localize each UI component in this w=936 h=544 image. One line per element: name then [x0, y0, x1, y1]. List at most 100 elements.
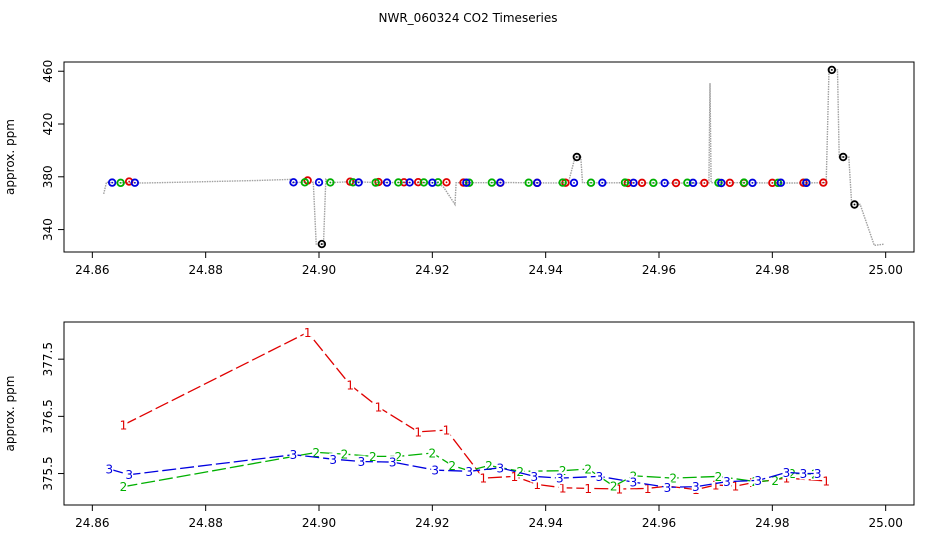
series-3-point — [688, 178, 698, 188]
series-1-point-label: 1 — [732, 480, 740, 494]
series-1-point-label: 1 — [712, 478, 720, 492]
point-center-dot — [575, 156, 578, 158]
point-label-background — [629, 476, 638, 489]
series-3-point — [569, 178, 579, 188]
series-3-point-label: 3 — [814, 467, 822, 481]
point-center-dot — [320, 243, 323, 245]
series-3-point-label: 3 — [531, 470, 539, 484]
point-label-background — [388, 456, 397, 469]
series-1-point-label: 1 — [346, 378, 354, 392]
point-center-dot — [771, 181, 774, 184]
x-tick-label: 24.92 — [415, 263, 449, 277]
point-center-dot — [728, 181, 731, 184]
series-2-point-label: 2 — [669, 472, 677, 486]
point-label-background — [516, 465, 525, 478]
point-label-background — [813, 467, 822, 480]
point-center-dot — [403, 181, 405, 184]
series-3-point — [289, 178, 298, 187]
series-1-point — [819, 178, 828, 187]
point-label-background — [584, 462, 593, 475]
series-1-line — [123, 331, 827, 491]
series-3-point-label: 3 — [106, 462, 114, 476]
y-tick-label: 340 — [41, 218, 55, 241]
point-label-background — [289, 448, 298, 461]
series-1-point — [442, 178, 451, 187]
series-3-point-label: 3 — [664, 481, 672, 495]
point-center-dot — [397, 181, 400, 184]
x-tick-label: 24.94 — [528, 516, 562, 530]
point-center-dot — [431, 181, 434, 184]
point-label-background — [782, 466, 791, 479]
x-tick-label: 25.00 — [868, 516, 902, 530]
series-3-point — [629, 178, 638, 188]
point-center-dot — [632, 181, 635, 184]
series-3-point-label: 3 — [754, 474, 762, 488]
series-3-point — [496, 178, 505, 187]
point-label-background — [723, 475, 731, 488]
series-2-point — [487, 178, 497, 187]
point-center-dot — [686, 181, 689, 184]
series-1-point-label: 1 — [511, 470, 519, 484]
chart-title: NWR_060324 CO2 Timeseries — [379, 11, 558, 25]
series-1-point-label: 1 — [375, 401, 383, 415]
series-2-point — [683, 178, 692, 187]
series-3-point-label: 3 — [465, 465, 473, 479]
point-center-dot — [386, 181, 388, 184]
point-center-dot — [703, 182, 706, 184]
point-center-dot — [805, 181, 808, 184]
series-3-point — [462, 178, 471, 187]
point-label-background — [479, 472, 488, 485]
x-tick-label: 25.00 — [868, 263, 902, 277]
outlier-point — [838, 152, 848, 162]
point-center-dot — [601, 181, 604, 184]
series-2-point — [326, 178, 335, 187]
series-2-point-label: 2 — [120, 480, 128, 494]
series-2-point-label: 2 — [369, 450, 377, 464]
series-2-point — [394, 178, 403, 187]
point-label-background — [595, 470, 604, 483]
point-label-background — [394, 450, 403, 463]
x-tick-label: 24.88 — [188, 263, 222, 277]
y-tick-label: 460 — [41, 60, 55, 83]
series-2-line — [123, 451, 815, 488]
series-2-point-label: 2 — [788, 467, 796, 481]
series-2-point-label: 2 — [429, 446, 437, 460]
point-center-dot — [499, 181, 502, 184]
point-label-background — [448, 459, 457, 472]
x-tick-label: 24.86 — [75, 516, 109, 530]
point-center-dot — [374, 181, 377, 184]
point-label-background — [558, 464, 567, 477]
y-tick-label: 376.5 — [41, 399, 55, 433]
point-center-dot — [624, 181, 626, 184]
point-center-dot — [352, 181, 354, 184]
outlier-point — [572, 152, 582, 162]
series-3-point-label: 3 — [329, 453, 337, 467]
series-2-point-label: 2 — [715, 470, 723, 484]
point-label-background — [119, 418, 128, 431]
point-label-background — [303, 326, 312, 339]
point-center-dot — [437, 181, 439, 184]
series-3-point-label: 3 — [497, 461, 505, 475]
point-center-dot — [675, 182, 677, 184]
point-label-background — [731, 480, 740, 493]
point-center-dot — [830, 69, 833, 71]
point-center-dot — [490, 181, 493, 184]
series-2-point-label: 2 — [516, 465, 524, 479]
series-2-point-label: 2 — [312, 446, 320, 460]
point-label-background — [368, 450, 377, 463]
series-3-point — [107, 178, 117, 187]
series-1-point-label: 1 — [822, 474, 830, 488]
series-1-point-label: 1 — [480, 472, 488, 486]
point-label-background — [555, 472, 564, 485]
point-label-background — [340, 448, 349, 461]
series-1-point-label: 1 — [304, 326, 312, 340]
point-center-dot — [465, 181, 468, 184]
y-tick-label: 380 — [41, 165, 55, 188]
point-center-dot — [822, 181, 825, 184]
series-1-point-label: 1 — [644, 482, 652, 496]
plot-frame — [63, 321, 915, 506]
point-label-background — [615, 482, 624, 495]
series-3-point-label: 3 — [723, 475, 731, 489]
point-label-background — [822, 474, 831, 487]
